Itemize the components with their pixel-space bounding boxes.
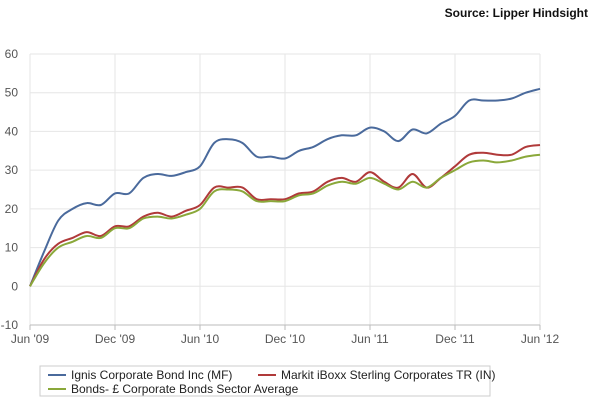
y-axis-ticks: -10 0 10 20 30 40 50 60 <box>1 47 19 332</box>
legend-label-markit: Markit iBoxx Sterling Corporates TR (IN) <box>281 368 496 382</box>
x-tick-label: Dec '11 <box>435 332 475 346</box>
y-tick-label: 60 <box>5 47 19 61</box>
legend-label-bonds: Bonds- £ Corporate Bonds Sector Average <box>71 382 299 396</box>
y-tick-label: 10 <box>5 241 19 255</box>
y-tick-label: -10 <box>1 318 19 332</box>
x-tick-label: Jun '11 <box>351 332 389 346</box>
legend: Ignis Corporate Bond Inc (MF) Markit iBo… <box>39 365 496 397</box>
x-tick-label: Jun '12 <box>521 332 560 346</box>
series-line-ignis <box>29 87 541 287</box>
x-tick-label: Jun '10 <box>181 332 220 346</box>
y-tick-label: 40 <box>5 124 19 138</box>
gridlines <box>29 53 541 326</box>
source-label: Source: Lipper Hindsight <box>444 6 588 20</box>
y-tick-label: 50 <box>5 86 19 100</box>
y-tick-label: 20 <box>5 202 19 216</box>
y-tick-label: 30 <box>5 163 19 177</box>
y-tick-label: 0 <box>11 279 18 293</box>
legend-box <box>39 365 491 397</box>
x-axis-ticks: Jun '09 Dec '09 Jun '10 Dec '10 Jun '11 Dec '… <box>11 325 560 346</box>
x-tick-label: Jun '09 <box>11 332 50 346</box>
series-lines <box>29 87 541 287</box>
series-line-bonds <box>29 153 541 287</box>
legend-label-ignis: Ignis Corporate Bond Inc (MF) <box>71 368 232 382</box>
series-line-markit <box>29 144 541 287</box>
x-tick-label: Dec '09 <box>95 332 136 346</box>
x-tick-label: Dec '10 <box>265 332 306 346</box>
